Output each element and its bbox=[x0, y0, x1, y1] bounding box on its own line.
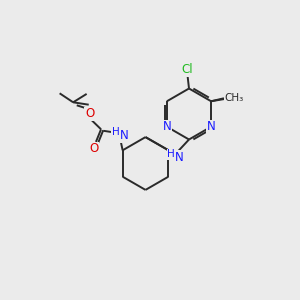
Text: N: N bbox=[120, 129, 128, 142]
Text: N: N bbox=[163, 120, 171, 133]
Text: H: H bbox=[167, 149, 175, 160]
Text: H: H bbox=[112, 127, 119, 137]
Text: Cl: Cl bbox=[182, 63, 193, 76]
Text: N: N bbox=[207, 120, 215, 133]
Text: CH₃: CH₃ bbox=[225, 93, 244, 103]
Text: O: O bbox=[85, 107, 94, 120]
Text: O: O bbox=[89, 142, 98, 155]
Text: N: N bbox=[174, 151, 183, 164]
